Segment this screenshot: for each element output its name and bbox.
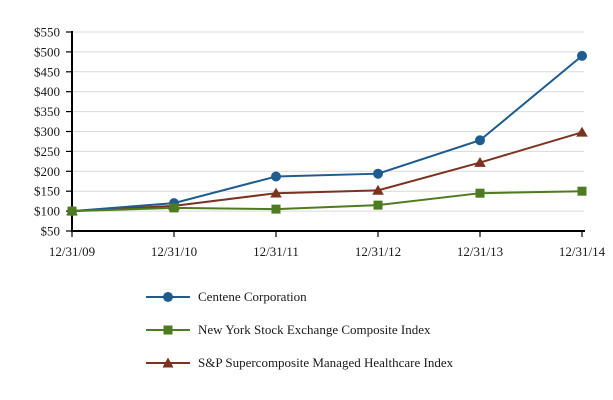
data-point-centene-corporation (373, 168, 383, 179)
series-line-s-p-supercomposite-managed-healthcare-index (71, 131, 583, 213)
data-point-s-p-supercomposite-managed-healthcare-index (372, 184, 384, 195)
legend-item-nyse: New York Stock Exchange Composite Index (146, 322, 453, 337)
y-axis-label: $250 (34, 144, 60, 159)
data-point-centene-corporation (271, 171, 281, 182)
y-axis-label: $400 (34, 84, 60, 99)
y-axis-label: $100 (34, 204, 60, 219)
y-axis-label: $300 (34, 124, 60, 139)
series-line-new-york-stock-exchange-composite-index (71, 190, 583, 213)
performance-line-chart: $50 $100 $150 $200 $250 $300 $350 $400 $450 $500 $… (34, 25, 606, 260)
y-axis-label: $450 (34, 64, 60, 79)
data-point-s-p-supercomposite-managed-healthcare-index (474, 157, 486, 167)
series-line-centene-corporation (71, 55, 583, 213)
x-axis-label: 12/31/12 (355, 244, 401, 259)
x-axis-label: 12/31/09 (49, 244, 95, 259)
circle-marker-icon (146, 292, 190, 302)
y-axis-label: $150 (34, 184, 60, 199)
x-axis-label: 12/31/11 (253, 244, 299, 259)
data-point-centene-corporation (475, 135, 485, 146)
y-axis-label: $200 (34, 164, 60, 179)
y-axis-label: $550 (34, 25, 60, 40)
legend-label-nyse: New York Stock Exchange Composite Index (198, 322, 431, 337)
legend-label-centene: Centene Corporation (198, 289, 307, 304)
chart-legend: Centene Corporation New York Stock Excha… (146, 289, 454, 389)
x-axis-label: 12/31/13 (457, 244, 503, 259)
data-point-new-york-stock-exchange-composite-index (271, 204, 281, 214)
data-point-s-p-supercomposite-managed-healthcare-index (270, 187, 282, 198)
y-axis-label: $500 (34, 44, 60, 59)
data-point-new-york-stock-exchange-composite-index (169, 203, 179, 213)
square-marker-icon (146, 325, 190, 335)
legend-item-sp-managed-healthcare: S&P Supercomposite Managed Healthcare In… (146, 355, 454, 370)
x-axis-label: 12/31/10 (151, 244, 197, 259)
data-point-new-york-stock-exchange-composite-index (373, 200, 383, 210)
y-axis-label: $50 (41, 224, 61, 239)
x-axis-label: 12/31/14 (559, 244, 606, 259)
data-point-s-p-supercomposite-managed-healthcare-index (576, 126, 588, 137)
y-axis-label: $350 (34, 104, 60, 119)
legend-label-sp-managed-healthcare: S&P Supercomposite Managed Healthcare In… (198, 355, 454, 370)
legend-item-centene: Centene Corporation (146, 289, 453, 304)
data-point-new-york-stock-exchange-composite-index (475, 188, 485, 198)
data-point-new-york-stock-exchange-composite-index (577, 186, 587, 196)
data-point-new-york-stock-exchange-composite-index (67, 206, 77, 216)
triangle-marker-icon (146, 357, 190, 368)
data-point-centene-corporation (577, 50, 587, 61)
